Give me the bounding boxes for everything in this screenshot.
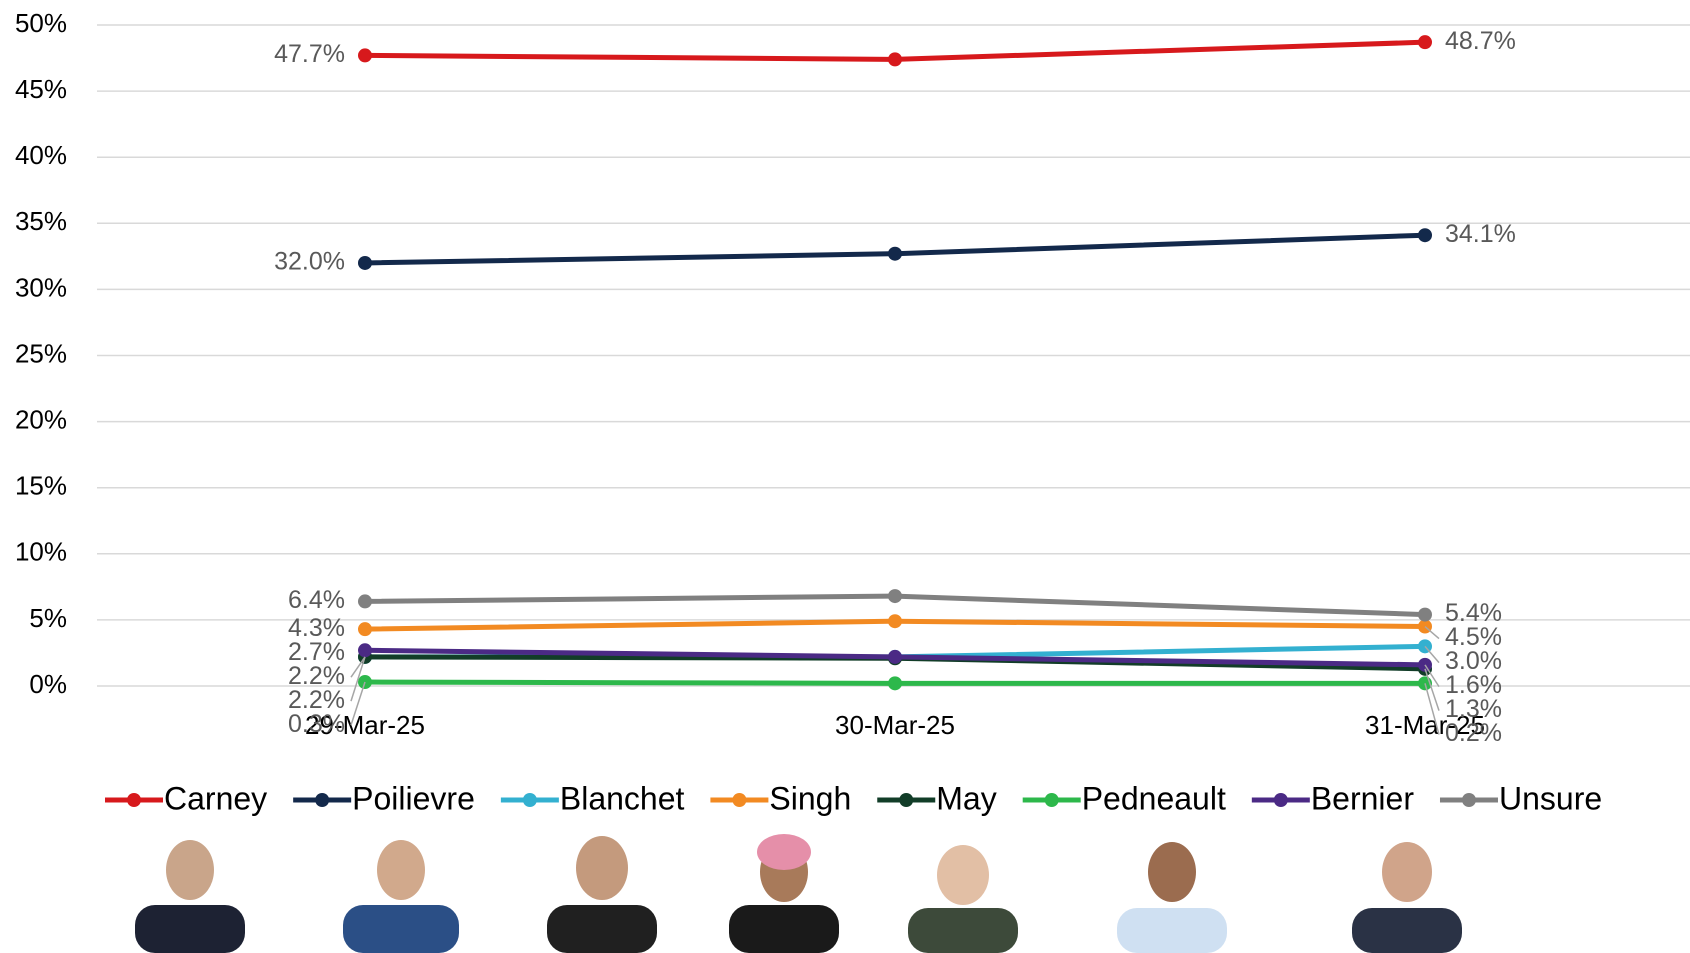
portrait	[729, 834, 839, 953]
y-tick-label: 45%	[15, 74, 67, 104]
data-point	[888, 247, 902, 261]
legend-marker	[523, 793, 537, 807]
y-tick-label: 10%	[15, 537, 67, 567]
y-tick-label: 20%	[15, 404, 67, 434]
legend-label: Pedneault	[1082, 780, 1226, 816]
data-label: 48.7%	[1445, 27, 1516, 55]
leader-line	[351, 657, 365, 677]
data-point	[888, 676, 902, 690]
legend-label: Unsure	[1499, 780, 1602, 816]
data-point	[358, 643, 372, 657]
chart: 0%5%10%15%20%25%30%35%40%45%50%29-Mar-25…	[0, 0, 1690, 953]
legend-marker	[1274, 793, 1288, 807]
portrait	[908, 845, 1018, 953]
data-point	[358, 48, 372, 62]
legend-marker	[1045, 793, 1059, 807]
data-point	[1418, 35, 1432, 49]
portraits	[135, 834, 1462, 953]
legend-label: Carney	[164, 780, 267, 816]
portrait	[1117, 842, 1227, 953]
data-point	[1418, 228, 1432, 242]
portrait	[1352, 842, 1462, 953]
labels: 47.7%32.0%6.4%4.3%2.7%2.2%2.2%0.3%48.7%3…	[274, 27, 1516, 747]
data-label: 32.0%	[274, 248, 345, 276]
legend-label: Blanchet	[560, 780, 685, 816]
legend-label: Singh	[769, 780, 851, 816]
portrait	[343, 840, 459, 953]
data-point	[358, 594, 372, 608]
data-point	[888, 650, 902, 664]
data-label: 6.4%	[288, 586, 345, 614]
data-label: 34.1%	[1445, 220, 1516, 248]
legend-marker	[127, 793, 141, 807]
data-point	[358, 622, 372, 636]
y-tick-label: 5%	[29, 603, 67, 633]
data-point	[888, 52, 902, 66]
data-point	[1418, 608, 1432, 622]
legend: Carney Poilievre Blanchet Singh May Pedneault…	[105, 780, 1602, 816]
data-point	[358, 256, 372, 270]
y-tick-label: 15%	[15, 471, 67, 501]
data-label: 0.2%	[1445, 719, 1502, 747]
legend-marker	[899, 793, 913, 807]
legend-label: Poilievre	[352, 780, 475, 816]
data-label: 47.7%	[274, 40, 345, 68]
y-tick-label: 30%	[15, 272, 67, 302]
data-point	[888, 614, 902, 628]
y-tick-label: 35%	[15, 206, 67, 236]
portrait	[547, 836, 657, 953]
lines	[358, 35, 1432, 690]
legend-label: Bernier	[1311, 780, 1415, 816]
y-tick-label: 40%	[15, 140, 67, 170]
data-point	[888, 589, 902, 603]
y-tick-label: 50%	[15, 8, 67, 38]
legend-label: May	[936, 780, 996, 816]
grid: 0%5%10%15%20%25%30%35%40%45%50%29-Mar-25…	[15, 8, 1690, 740]
data-label: 0.3%	[288, 710, 345, 738]
y-tick-label: 0%	[29, 669, 67, 699]
legend-marker	[1462, 793, 1476, 807]
legend-marker	[732, 793, 746, 807]
portrait	[135, 840, 245, 953]
legend-marker	[315, 793, 329, 807]
x-tick-label: 30-Mar-25	[835, 710, 955, 740]
y-tick-label: 25%	[15, 338, 67, 368]
